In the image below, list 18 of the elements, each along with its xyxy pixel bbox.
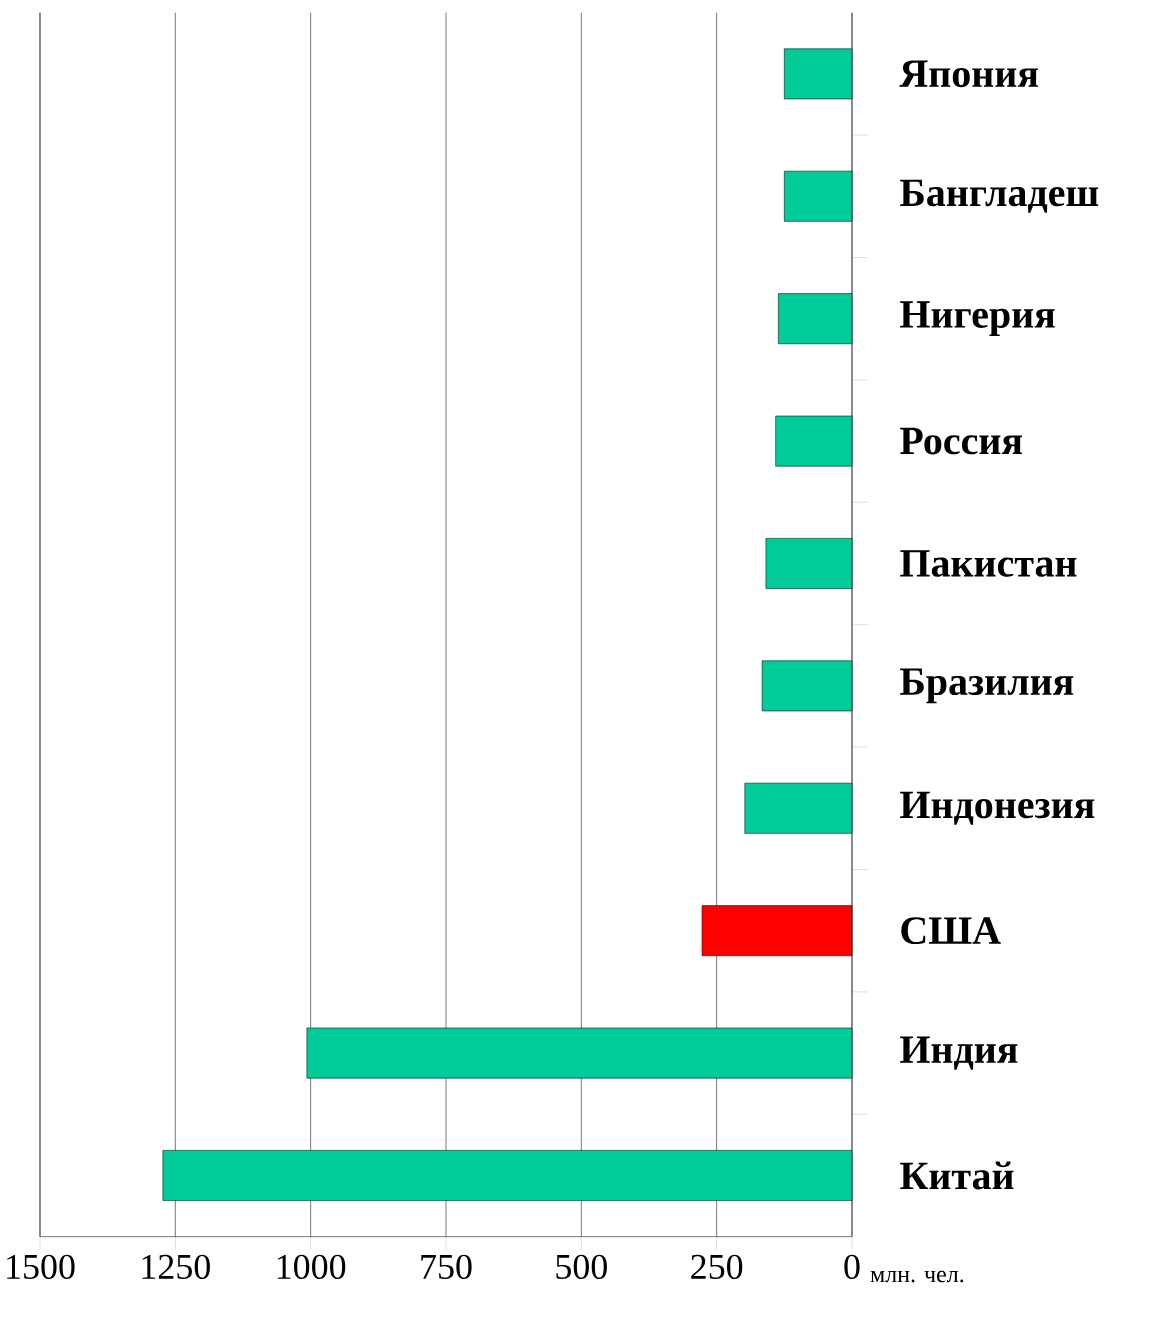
x-tick-label: 1500 (7, 1254, 75, 1280)
x-tick-label: 500 (556, 1254, 607, 1280)
x-tick-label: 1250 (142, 1254, 210, 1280)
y-tick-label: США (901, 917, 1001, 945)
y-tick-label: Индонезия (900, 791, 1095, 825)
x-axis-title: млн. чел. (870, 1270, 964, 1283)
x-tick-label: 0 (844, 1254, 860, 1280)
y-tick-label: Россия (900, 427, 1022, 455)
y-tick-label: Бангладеш (900, 179, 1099, 213)
y-tick-label: Бразилия (900, 668, 1074, 704)
y-tick-label: Пакистан (900, 550, 1077, 577)
y-tick-label: Китай (900, 1161, 1014, 1190)
x-tick-label: 1000 (277, 1254, 346, 1280)
y-tick-label: Нигерия (900, 301, 1055, 337)
x-tick-label: 750 (421, 1254, 472, 1280)
x-tick-label: 250 (691, 1254, 743, 1280)
y-tick-label: Япония (899, 60, 1038, 88)
y-tick-label: Индия (900, 1036, 1018, 1070)
